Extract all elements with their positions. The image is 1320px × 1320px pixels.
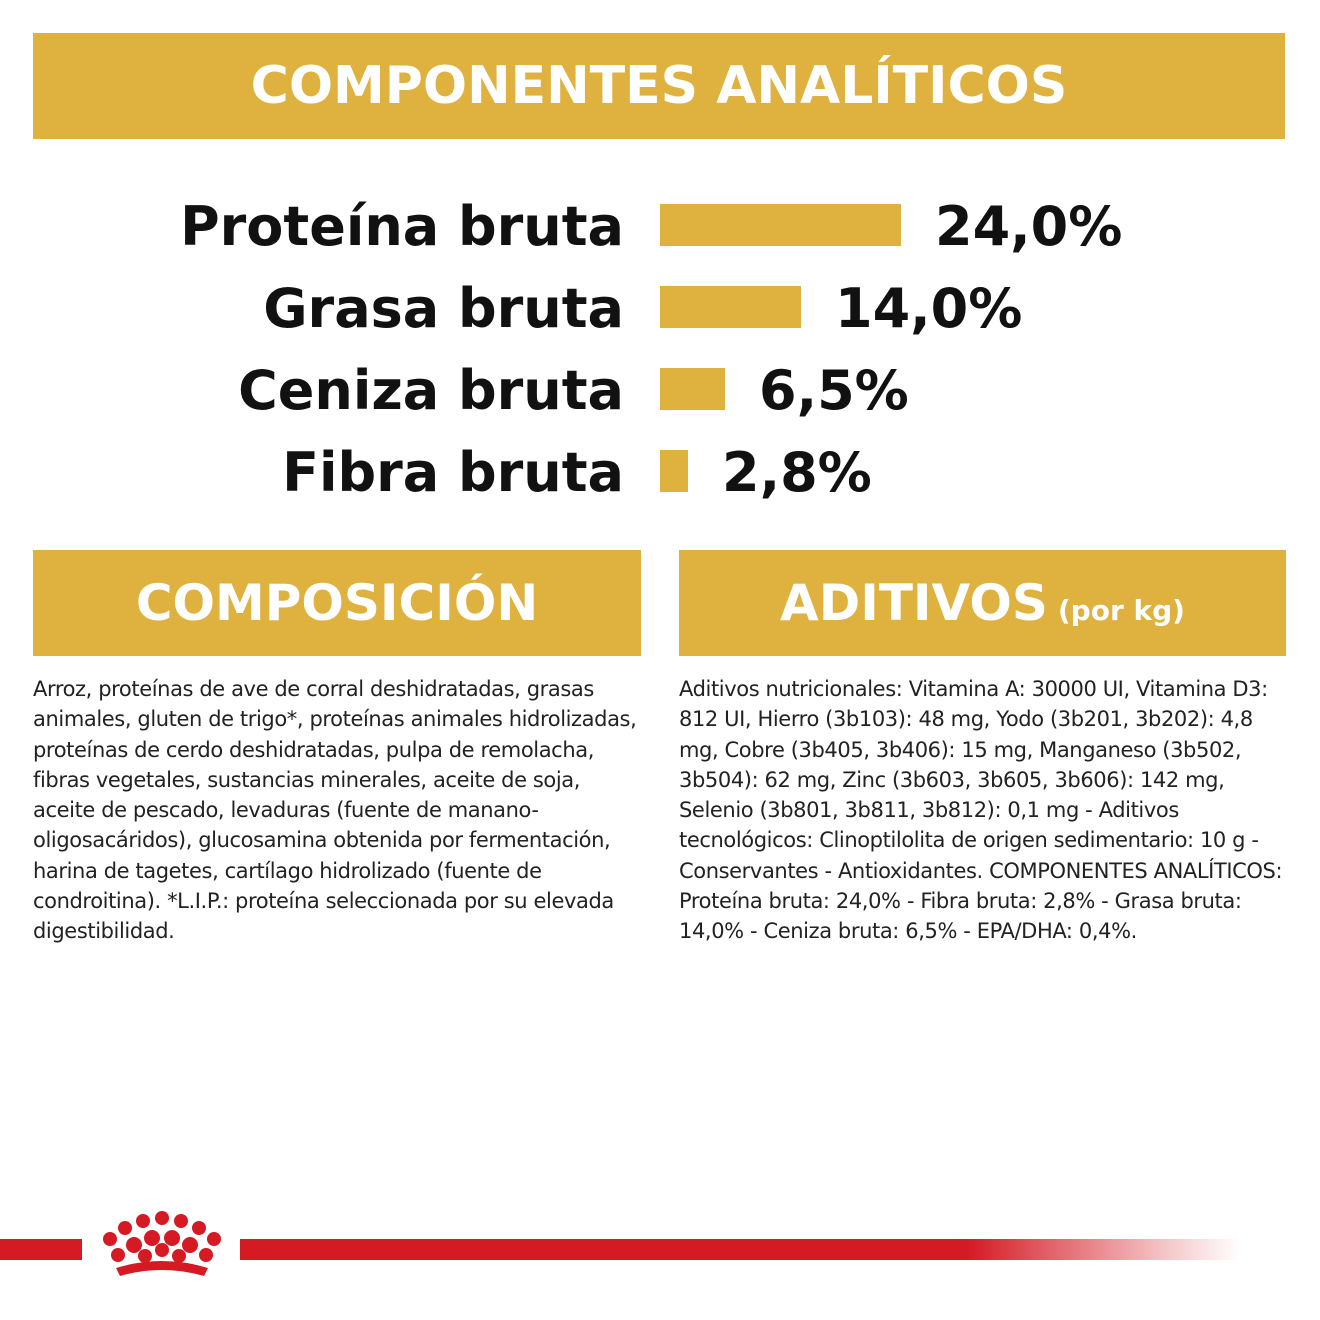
nutrient-value: 14,0% [835,276,1023,340]
nutrient-bar [660,286,801,328]
nutrient-bar [660,450,688,492]
composition-banner: COMPOSICIÓN [33,550,641,656]
footer-red-line [0,1239,1240,1260]
additives-text: Aditivos nutricionales: Vitamina A: 3000… [679,677,1283,944]
composition-title: COMPOSICIÓN [135,574,539,632]
additives-title-suffix: (por kg) [1057,593,1185,627]
nutrient-value: 2,8% [722,440,872,504]
nutrient-row: Fibra bruta 2,8% [0,430,1320,514]
additives-title: ADITIVOS [780,574,1048,632]
nutrient-label: Proteína bruta [180,194,624,258]
analytical-components-title: COMPONENTES ANALÍTICOS [250,56,1068,116]
nutrient-value: 24,0% [935,194,1123,258]
analytical-components-banner: COMPONENTES ANALÍTICOS [33,33,1285,139]
nutrient-bar [660,204,901,246]
nutrient-label: Ceniza bruta [238,358,624,422]
composition-text: Arroz, proteínas de ave de corral deshid… [33,677,637,944]
nutrient-row: Ceniza bruta 6,5% [0,348,1320,432]
nutrient-label: Fibra bruta [282,440,624,504]
nutrient-bar [660,368,725,410]
additives-banner: ADITIVOS (por kg) [679,550,1286,656]
nutrient-row: Proteína bruta 24,0% [0,184,1320,268]
nutrient-row: Grasa bruta 14,0% [0,266,1320,350]
nutrient-value: 6,5% [759,358,909,422]
crown-icon [103,1211,221,1276]
nutrient-label: Grasa bruta [263,276,624,340]
